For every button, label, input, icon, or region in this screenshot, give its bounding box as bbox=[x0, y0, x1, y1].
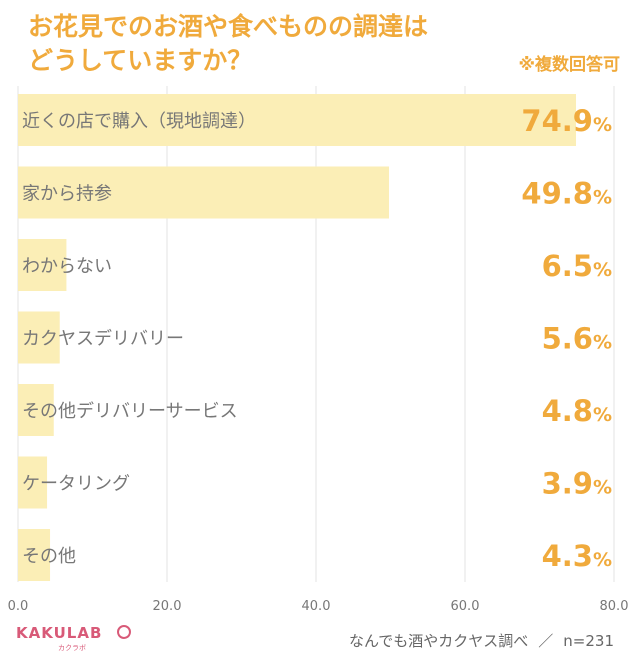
multiple-answer-note: ※複数回答可 bbox=[518, 55, 620, 75]
value-label: 3.9% bbox=[542, 467, 612, 501]
category-label: ケータリング bbox=[22, 474, 130, 495]
value-unit: % bbox=[593, 477, 612, 499]
category-label: その他 bbox=[22, 546, 76, 567]
value-unit: % bbox=[593, 332, 612, 354]
kakulabo-logo[interactable]: KAKULAB bbox=[16, 624, 102, 642]
source-text: なんでも酒やカクヤス調べ bbox=[349, 632, 529, 650]
value-number: 5.6 bbox=[542, 322, 593, 356]
sample-size: n=231 bbox=[563, 632, 614, 650]
bar bbox=[18, 384, 54, 436]
logo-subtext: カクラボ bbox=[58, 644, 86, 652]
value-label: 49.8% bbox=[521, 177, 612, 211]
bar bbox=[18, 529, 51, 581]
x-tick-label: 20.0 bbox=[153, 599, 182, 614]
bar bbox=[18, 166, 390, 219]
title-line-1: お花見でのお酒や食べものの調達は bbox=[28, 12, 429, 41]
x-tick-label: 40.0 bbox=[302, 599, 331, 614]
value-unit: % bbox=[593, 259, 612, 281]
bar bbox=[18, 311, 60, 364]
category-label: その他デリバリーサービス bbox=[22, 401, 238, 422]
value-label: 74.9% bbox=[521, 104, 612, 138]
value-number: 4.3 bbox=[542, 539, 593, 573]
category-label: カクヤスデリバリー bbox=[22, 329, 184, 350]
value-unit: % bbox=[593, 549, 612, 571]
title-line-2: どうしていますか？ bbox=[28, 46, 253, 75]
footer-source: なんでも酒やカクヤス調べ ／ n=231 bbox=[349, 630, 614, 651]
bar bbox=[18, 94, 577, 146]
logo-mark-icon bbox=[117, 625, 131, 639]
category-label: わからない bbox=[22, 256, 112, 277]
logo-text: KAKULAB bbox=[16, 624, 103, 642]
source-separator: ／ bbox=[538, 632, 554, 650]
x-tick-label: 0.0 bbox=[8, 599, 29, 614]
category-label: 家から持参 bbox=[22, 184, 112, 205]
value-unit: % bbox=[593, 187, 612, 209]
value-number: 3.9 bbox=[542, 467, 593, 501]
value-label: 5.6% bbox=[542, 322, 612, 356]
x-tick-label: 60.0 bbox=[451, 599, 480, 614]
value-number: 74.9 bbox=[521, 104, 593, 138]
bar bbox=[18, 239, 67, 291]
value-number: 4.8 bbox=[542, 394, 593, 428]
value-unit: % bbox=[593, 404, 612, 426]
value-label: 6.5% bbox=[542, 249, 612, 283]
bar bbox=[18, 456, 48, 509]
category-label: 近くの店で購入（現地調達） bbox=[22, 111, 256, 132]
value-number: 6.5 bbox=[542, 249, 593, 283]
x-tick-label: 80.0 bbox=[600, 599, 629, 614]
value-number: 49.8 bbox=[521, 177, 593, 211]
chart-title: お花見でのお酒や食べものの調達は どうしていますか？ bbox=[28, 10, 428, 78]
value-label: 4.3% bbox=[542, 539, 612, 573]
value-unit: % bbox=[593, 114, 612, 136]
value-label: 4.8% bbox=[542, 394, 612, 428]
